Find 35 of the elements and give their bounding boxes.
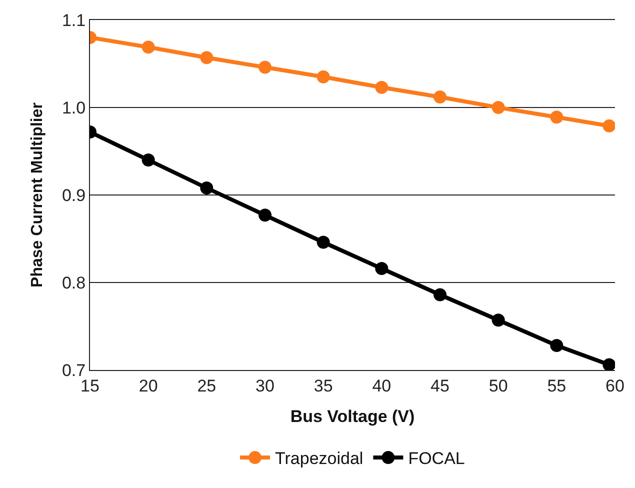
point bbox=[200, 182, 214, 194]
x-tick-label: 60 bbox=[606, 376, 624, 396]
x-tick-label: 35 bbox=[314, 376, 333, 396]
point bbox=[492, 101, 505, 114]
point bbox=[602, 358, 615, 370]
y-axis-title: Phase Current Multiplier bbox=[28, 102, 46, 288]
point bbox=[142, 40, 155, 54]
point bbox=[258, 60, 272, 74]
y-tick-label: 1.0 bbox=[62, 98, 86, 118]
point bbox=[200, 51, 214, 64]
point bbox=[316, 236, 330, 249]
point bbox=[316, 70, 330, 84]
point bbox=[550, 339, 564, 352]
y-tick-label: 1.1 bbox=[62, 10, 86, 30]
y-tick-label: 0.8 bbox=[62, 273, 86, 292]
x-tick-label: 45 bbox=[430, 376, 450, 396]
x-tick-label: 55 bbox=[547, 376, 566, 396]
point bbox=[434, 288, 446, 302]
y-tick-label: 0.9 bbox=[62, 186, 86, 205]
point bbox=[434, 90, 446, 104]
legend-label: FOCAL bbox=[408, 449, 465, 468]
point bbox=[550, 110, 564, 124]
legend-label: Trapezoidal bbox=[275, 449, 364, 468]
x-tick-label: 30 bbox=[256, 376, 274, 396]
point bbox=[602, 119, 615, 132]
point bbox=[492, 314, 505, 327]
point bbox=[258, 208, 272, 222]
x-tick-label: 25 bbox=[197, 376, 216, 396]
x-tick-label: 40 bbox=[372, 376, 392, 396]
point bbox=[142, 154, 155, 166]
x-tick-label: 20 bbox=[138, 376, 158, 396]
point bbox=[375, 262, 388, 275]
point bbox=[375, 80, 388, 94]
x-tick-label: 50 bbox=[488, 376, 508, 396]
x-axis-title: Bus Voltage (V) bbox=[290, 406, 415, 426]
